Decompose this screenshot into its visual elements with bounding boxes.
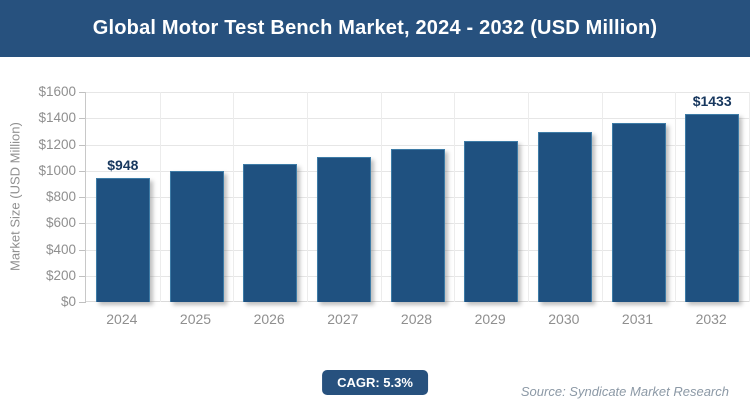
y-tick-label: $400 [45,241,76,257]
cagr-badge: CAGR: 5.3% [322,370,428,395]
y-tick-mark [79,223,86,225]
plot-area: $948 $1433 [85,92,750,302]
y-tick-mark [79,144,86,146]
y-tick-mark [79,118,86,120]
gridline-vertical [233,92,235,302]
y-tick-label: $1200 [38,136,76,152]
bar-2028 [390,149,445,302]
y-tick-label: $1600 [38,84,76,99]
x-tick-label-2028: 2028 [400,311,433,327]
gridline-vertical [454,92,456,302]
x-tick-label-2031: 2031 [621,311,654,327]
y-tick-mark [79,275,86,277]
x-tick-label-2024: 2024 [106,311,138,327]
gridline-vertical [528,92,529,302]
y-tick-label: $200 [45,267,76,283]
x-tick-label-2026: 2026 [253,311,285,327]
bar-2032 [685,113,740,302]
bar-2029 [464,140,519,302]
bar-value-label-2024: $948 [107,156,139,173]
x-tick-label-2032: 2032 [695,311,727,327]
gridline-vertical [159,92,161,302]
chart-title-bar: Global Motor Test Bench Market, 2024 - 2… [0,0,750,57]
y-tick-mark [79,249,86,251]
bar-value-label-2032: $1433 [692,92,732,109]
y-tick-label: $0 [60,294,76,309]
y-tick-label: $1400 [38,110,76,126]
gridline-vertical [307,92,308,302]
y-tick-mark [79,92,86,93]
y-tick-label: $1000 [38,162,76,178]
x-tick-label-2029: 2029 [474,311,506,327]
bar-2027 [316,156,371,302]
gridline-horizontal [86,144,749,146]
y-tick-label: $800 [45,189,76,204]
y-tick-mark [79,197,86,198]
bar-2031 [611,123,666,302]
source-attribution: Source: Syndicate Market Research [520,384,729,399]
gridline-horizontal [86,118,749,120]
gridline-horizontal [86,92,749,93]
y-tick-mark [79,170,86,172]
bar-2026 [243,164,298,302]
gridline-vertical [601,92,603,302]
x-tick-label-2025: 2025 [179,311,212,327]
x-tick-label-2030: 2030 [548,311,580,327]
y-tick-mark [79,302,86,303]
chart-title: Global Motor Test Bench Market, 2024 - 2… [92,17,658,39]
bar-2024 [95,177,150,302]
bar-2030 [537,132,592,302]
y-tick-label: $600 [45,215,76,231]
gridline-vertical [675,92,677,302]
gridline-vertical [380,92,382,302]
x-tick-label-2027: 2027 [327,311,359,327]
bar-2025 [169,171,224,302]
